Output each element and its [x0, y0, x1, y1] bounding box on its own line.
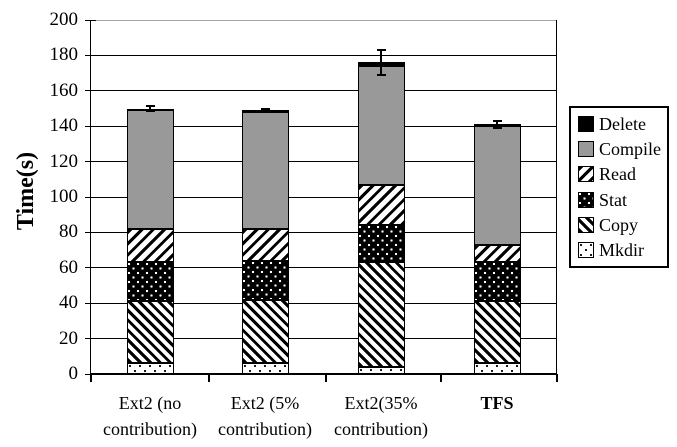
error-bar-cap	[376, 73, 386, 76]
x-axis-label: Ext2 (5% contribution)	[190, 390, 340, 442]
bar-segment-read	[241, 228, 289, 261]
x-tick	[207, 374, 210, 382]
x-tick	[439, 374, 442, 382]
legend-swatch-compile	[578, 140, 594, 157]
legend: Delete Compile Read Stat Copy Mkdir	[569, 106, 669, 268]
gridline	[90, 19, 557, 21]
x-axis-label-line: Ext2 (no	[118, 393, 182, 413]
y-tick-label: 120	[49, 150, 79, 172]
legend-label: Delete	[599, 113, 646, 134]
error-bar	[496, 120, 498, 128]
bar-segment-mkdir	[473, 363, 521, 374]
bar-segment-compile	[241, 112, 289, 229]
gridline	[90, 196, 557, 198]
bar-segment-copy	[357, 262, 405, 367]
error-bar-cap	[145, 110, 155, 113]
bar-segment-copy	[473, 301, 521, 364]
legend-swatch-stat	[578, 191, 594, 208]
legend-label: Copy	[599, 214, 639, 235]
bar-segment-mkdir	[357, 366, 405, 374]
legend-swatch-delete	[578, 115, 594, 132]
x-axis-label-line: contribution)	[334, 419, 428, 439]
x-axis-label: Ext2 (no contribution)	[75, 390, 225, 442]
bar-segment-compile	[357, 66, 405, 185]
plot-area: 0 20 40 60 80 100 120 140 160 180 200	[50, 10, 558, 384]
legend-item: Read	[578, 162, 667, 186]
x-tick	[89, 374, 92, 382]
x-axis-label: TFS	[422, 390, 572, 416]
y-tick-label: 20	[59, 327, 78, 349]
legend-swatch-mkdir	[578, 242, 594, 259]
x-axis-line	[90, 373, 557, 375]
bar	[473, 20, 521, 374]
error-bar	[380, 50, 382, 75]
bar-segment-stat	[473, 262, 521, 302]
gridline	[90, 302, 557, 304]
bar-segment-copy	[241, 299, 289, 364]
bar-segment-stat	[241, 260, 289, 300]
y-tick-label: 40	[59, 292, 78, 314]
legend-label: Read	[599, 164, 636, 185]
error-bar	[264, 108, 266, 113]
gridline	[90, 267, 557, 269]
legend-swatch-copy	[578, 216, 594, 233]
bar-segment-stat	[126, 262, 174, 302]
legend-item: Delete	[578, 112, 667, 136]
y-tick-label: 100	[49, 186, 79, 207]
bar-segment-mkdir	[241, 363, 289, 374]
legend-item: Copy	[578, 213, 667, 237]
error-bar-cap	[376, 49, 386, 52]
x-axis-label-line: Ext2 (5%	[230, 393, 300, 413]
x-axis-label-line: Ext2(35%	[344, 393, 418, 413]
legend-label: Mkdir	[599, 240, 644, 261]
bar-segment-read	[357, 184, 405, 226]
error-bar	[149, 105, 151, 112]
y-tick-label: 0	[68, 363, 79, 384]
bar	[241, 20, 289, 374]
error-bar-cap	[260, 111, 270, 114]
plot-right-border	[556, 20, 557, 374]
bar-segment-compile	[126, 110, 174, 229]
y-tick-label: 180	[49, 44, 79, 66]
gridline	[90, 338, 557, 340]
x-axis-label-line: contribution)	[218, 419, 312, 439]
y-axis-line	[90, 20, 91, 374]
bar	[357, 20, 405, 374]
legend-item: Mkdir	[578, 238, 667, 262]
x-axis-label-line: TFS	[480, 393, 514, 413]
error-bar-cap	[260, 107, 270, 110]
x-tick	[555, 374, 558, 382]
x-tick	[324, 374, 327, 382]
bar-segment-stat	[357, 225, 405, 263]
y-tick-label: 80	[59, 221, 78, 243]
bar-segment-read	[473, 244, 521, 263]
y-tick-label: 60	[59, 256, 78, 278]
error-bar-cap	[492, 119, 502, 122]
gridline	[90, 90, 557, 92]
error-bar-cap	[145, 104, 155, 107]
gridline	[90, 125, 557, 127]
error-bar-cap	[492, 126, 502, 129]
gridline	[90, 231, 557, 233]
bar-segment-copy	[126, 301, 174, 364]
y-tick-label: 160	[49, 79, 79, 101]
gridline	[90, 161, 557, 163]
x-axis-label: Ext2(35% contribution)	[306, 390, 456, 442]
legend-item: Compile	[578, 137, 667, 161]
gridline	[90, 54, 557, 56]
x-axis-label-line: contribution)	[103, 419, 197, 439]
bar	[126, 20, 174, 374]
bar-segment-read	[126, 228, 174, 263]
y-tick-label: 200	[49, 9, 79, 30]
legend-swatch-read	[578, 166, 594, 183]
y-tick-label: 140	[49, 115, 79, 137]
legend-item: Stat	[578, 188, 667, 212]
bar-segment-compile	[473, 126, 521, 245]
legend-label: Compile	[599, 138, 661, 159]
legend-label: Stat	[599, 189, 628, 210]
bar-segment-mkdir	[126, 363, 174, 374]
